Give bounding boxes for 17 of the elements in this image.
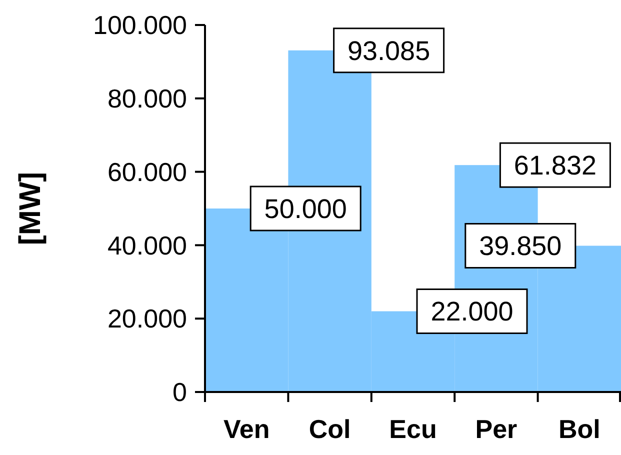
y-tick-label: 40.000 [107,230,187,260]
x-tick-label: Ecu [389,414,437,444]
x-tick-label: Ven [223,414,270,444]
y-tick-label: 20.000 [107,304,187,334]
data-label: 93.085 [348,36,430,66]
y-axis-title: [MW] [14,172,47,246]
data-label: 22.000 [430,296,514,327]
y-tick-label: 60.000 [107,156,187,187]
x-tick-label: Per [475,414,518,444]
y-tick-label: 100.000 [93,10,187,40]
data-label: 50.000 [264,194,347,224]
x-tick-label: Bol [558,414,600,444]
x-tick-label: Col [308,414,351,444]
data-label: 39.850 [479,231,562,262]
y-tick-label: 0 [172,377,187,408]
data-label: 61.832 [514,150,596,181]
y-tick-label: 80.000 [107,84,187,114]
